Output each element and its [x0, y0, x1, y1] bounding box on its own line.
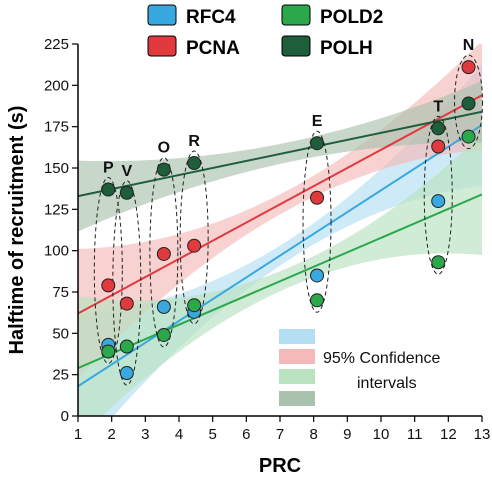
x-tick-label: 1 — [74, 426, 82, 443]
point-group-ellipse — [179, 150, 209, 325]
ci-swatch-rfc4 — [279, 329, 315, 344]
y-tick-label: 150 — [44, 160, 69, 177]
x-tick-label: 6 — [242, 426, 250, 443]
ci-legend: 95% Confidence intervals — [279, 329, 441, 406]
fit-line-polh — [78, 110, 482, 198]
legend-label-pcna: PCNA — [186, 38, 240, 59]
legend: RFC4 POLD2 PCNA POLH — [147, 4, 383, 59]
data-points — [101, 60, 476, 381]
axes: 1 2 3 4 5 6 7 8 9 10 11 12 13 0255075100125150175200… — [44, 36, 490, 443]
point-group-label: E — [312, 113, 323, 130]
data-point-pcna — [461, 60, 476, 75]
legend-label-polh: POLH — [320, 38, 373, 59]
x-tick-label: 4 — [175, 426, 183, 443]
x-tick-label: 9 — [343, 426, 351, 443]
point-group-label: R — [188, 133, 200, 150]
ci-label-line1: 95% Confidence — [323, 350, 441, 367]
data-point-polh — [119, 185, 134, 200]
y-tick-label: 75 — [52, 284, 69, 301]
x-tick-label: 7 — [276, 426, 284, 443]
fit-line-pold2 — [78, 193, 482, 369]
data-point-polh — [101, 182, 116, 197]
data-point-polh — [187, 156, 202, 171]
confidence-bands — [78, 44, 482, 416]
point-group-label: N — [463, 37, 475, 54]
y-axis-title: Halftime of recruitment (s) — [6, 106, 28, 355]
y-tick-label: 50 — [52, 325, 69, 342]
data-point-rfc4 — [431, 194, 446, 209]
x-tick-label: 2 — [107, 426, 115, 443]
point-group-label: V — [121, 163, 132, 180]
y-tick-label: 0 — [61, 408, 69, 425]
fit-line-rfc4 — [78, 124, 482, 388]
point-group-ellipse — [302, 130, 332, 313]
legend-swatch-rfc4 — [147, 4, 177, 26]
data-point-pcna — [156, 246, 171, 261]
data-point-pold2 — [156, 327, 171, 342]
point-group-ellipse — [454, 54, 484, 150]
data-point-rfc4 — [119, 366, 134, 381]
point-group-ellipse — [423, 115, 453, 275]
confidence-band-pold2 — [78, 133, 482, 416]
legend-swatch-polh — [281, 35, 311, 57]
data-point-polh — [310, 136, 325, 151]
ci-swatch-pcna — [279, 349, 315, 364]
data-point-polh — [156, 162, 171, 177]
fit-line-pcna — [78, 94, 482, 315]
data-point-pold2 — [101, 344, 116, 359]
y-tick-label: 200 — [44, 77, 69, 94]
x-ticks: 1 2 3 4 5 6 7 8 9 10 11 12 13 — [74, 416, 491, 443]
legend-swatch-pold2 — [281, 4, 311, 26]
ci-swatch-polh — [279, 391, 315, 406]
y-tick-label: 100 — [44, 243, 69, 260]
data-point-pold2 — [187, 298, 202, 313]
x-tick-label: 8 — [309, 426, 317, 443]
data-point-rfc4 — [156, 299, 171, 314]
data-point-pcna — [431, 139, 446, 154]
x-tick-label: 5 — [208, 426, 216, 443]
point-group-ellipse — [112, 180, 142, 386]
x-tick-label: 12 — [440, 426, 457, 443]
confidence-band-pcna — [78, 44, 482, 379]
data-point-pcna — [187, 238, 202, 253]
x-tick-label: 13 — [474, 426, 491, 443]
legend-label-rfc4: RFC4 — [186, 7, 236, 28]
point-group-ellipse — [149, 157, 179, 348]
point-group-label: P — [103, 159, 114, 176]
point-group-ellipse — [93, 176, 123, 365]
fit-lines — [78, 94, 482, 388]
y-ticks: 0 25 50 75 100 125 150 175 200 225 — [44, 36, 78, 425]
y-tick-label: 25 — [52, 367, 69, 384]
ci-label-line2: intervals — [357, 375, 417, 392]
confidence-band-polh — [78, 80, 482, 232]
x-tick-label: 3 — [141, 426, 149, 443]
data-point-pold2 — [461, 129, 476, 144]
legend-swatch-pcna — [147, 35, 177, 57]
data-point-pold2 — [431, 255, 446, 270]
point-group-label: O — [158, 140, 170, 157]
point-group-ellipses — [93, 54, 484, 386]
legend-label-pold2: POLD2 — [320, 7, 383, 28]
data-point-pold2 — [119, 339, 134, 354]
y-tick-label: 125 — [44, 201, 69, 218]
data-point-pold2 — [310, 293, 325, 308]
ci-swatch-pold2 — [279, 369, 315, 384]
x-tick-label: 10 — [373, 426, 390, 443]
data-point-polh — [461, 96, 476, 111]
data-point-pcna — [101, 278, 116, 293]
point-group-labels: P V O R E T N — [103, 37, 474, 180]
data-point-polh — [431, 121, 446, 136]
x-axis-title: PRC — [259, 455, 301, 477]
point-group-label: T — [433, 98, 443, 115]
data-point-rfc4 — [310, 268, 325, 283]
y-tick-label: 175 — [44, 119, 69, 136]
y-tick-label: 225 — [44, 36, 69, 53]
data-point-pcna — [310, 190, 325, 205]
x-tick-label: 11 — [407, 426, 423, 443]
data-point-pcna — [119, 296, 134, 311]
